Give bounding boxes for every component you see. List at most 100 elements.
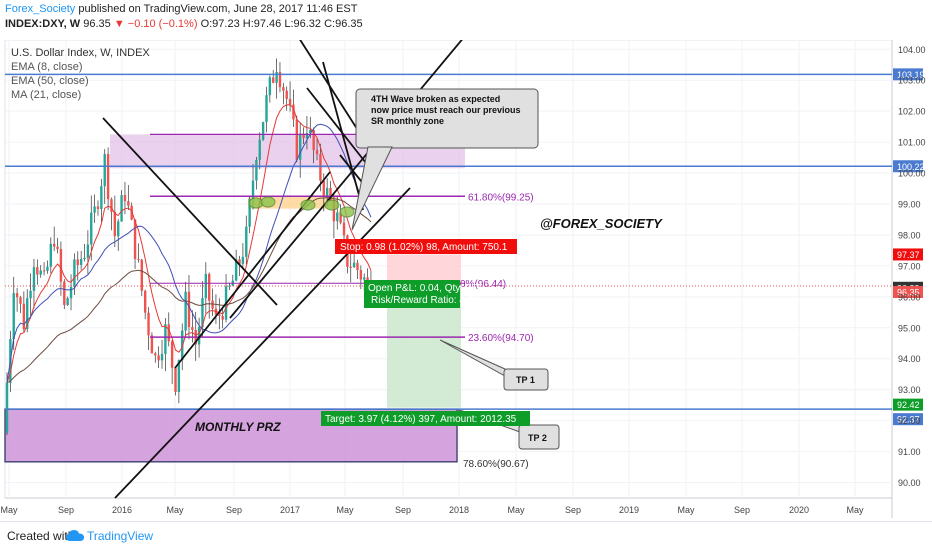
x-tick-label: Sep (226, 505, 242, 515)
price-chart[interactable]: 78.60%(101.25)61.80%(99.25)0%(96.44)23.6… (0, 0, 932, 518)
candle-body (147, 312, 150, 336)
candle-body (366, 277, 369, 280)
price-badge-label: 100.22 (897, 162, 925, 172)
candle-body (184, 291, 187, 331)
x-tick-label: May (336, 505, 354, 515)
candle-body (100, 186, 103, 210)
candle-body (76, 259, 79, 265)
tradingview-cloud-icon[interactable] (66, 529, 84, 548)
candle-body (167, 324, 170, 342)
price-badge-bg (893, 398, 923, 411)
candle-body (272, 77, 275, 83)
publish-header: Forex_Society published on TradingView.c… (0, 0, 932, 36)
candle-body (83, 257, 86, 260)
candle-body (228, 285, 231, 287)
stop-zone (387, 254, 461, 284)
candle-body (130, 205, 133, 220)
symbol-line: INDEX:DXY, W 96.35 ▼ −0.10 (−0.1%) O:97.… (5, 18, 363, 30)
candle-body (288, 99, 292, 105)
candle-body (29, 290, 32, 299)
candle-body (39, 270, 42, 275)
pnl-label: Open P&L: 0.04, Qty: 255 (368, 283, 483, 294)
candle-body (79, 259, 83, 265)
candle-body (46, 266, 49, 271)
y-tick-label: 99.00 (898, 200, 921, 210)
ema8-line (6, 104, 372, 383)
tradingview-brand[interactable]: TradingView (87, 529, 154, 543)
callout-pointer (351, 146, 393, 231)
target-label: Target: 3.97 (4.12%) 397, Amount: 2012.3… (325, 414, 517, 425)
candle-body (19, 297, 22, 304)
price-badge-bg (893, 413, 923, 426)
candle-body (319, 154, 322, 181)
price-badge-label: 92.42 (897, 400, 920, 410)
y-tick-label: 95.00 (898, 323, 921, 333)
published-text: published on TradingView.com, June 28, 2… (78, 3, 358, 15)
candle-body (140, 259, 143, 291)
candle-body (103, 154, 106, 187)
drawing-layer (5, 0, 892, 499)
candle-body (66, 298, 69, 305)
candle-body (268, 77, 272, 96)
x-tick-label: May (0, 505, 18, 515)
candle-body (197, 327, 201, 345)
candle-body (73, 259, 76, 287)
candle-body (349, 266, 352, 268)
candle-body (127, 201, 130, 206)
candle-body (120, 195, 123, 222)
tp2-label: TP 2 (528, 433, 547, 443)
price-badge-bg (893, 68, 923, 81)
stop-label: Stop: 0.98 (1.02%) 98, Amount: 750.1 (340, 242, 508, 253)
fib-label-786b: 78.60%(90.67) (463, 459, 529, 470)
candle-body (137, 258, 140, 260)
candle-body (356, 262, 359, 271)
candle-body (292, 104, 295, 120)
candle-body (275, 72, 278, 83)
candle-body (342, 222, 346, 236)
y-tick-label: 102.00 (898, 107, 926, 117)
pnl-label-bg (364, 280, 460, 308)
price-badge-bg (893, 248, 923, 261)
y-tick-label: 94.00 (898, 354, 921, 364)
symbol-name: INDEX:DXY, W (5, 18, 81, 30)
candle-body (164, 324, 167, 354)
chart-area[interactable]: 78.60%(101.25)61.80%(99.25)0%(96.44)23.6… (0, 0, 932, 518)
legend-ema8[interactable]: EMA (8, close) (11, 61, 83, 73)
candle-body (181, 330, 184, 361)
candle-body (157, 355, 160, 361)
x-tick-label: Sep (734, 505, 750, 515)
candle-body (160, 353, 164, 361)
watermark-text: @FOREX_SOCIETY (540, 216, 663, 231)
stop-label-bg (335, 239, 517, 254)
candle-body (133, 219, 137, 259)
tp1-label: TP 1 (516, 375, 535, 385)
legend-ema50[interactable]: EMA (50, close) (11, 75, 89, 87)
candle-body (93, 206, 96, 213)
candle-body (201, 298, 204, 328)
y-tick-label: 104.00 (898, 45, 926, 55)
wave-marker (300, 199, 316, 211)
candle-body (106, 154, 110, 200)
candle-body (26, 298, 29, 329)
ohlc-values: O:97.23 H:97.46 L:96.32 C:96.35 (200, 18, 363, 30)
price-badge-label: 103.19 (897, 70, 925, 80)
candle-body (322, 180, 325, 196)
footer: Created with TradingView (0, 521, 932, 551)
wave-marker (324, 199, 340, 211)
chart-legend: U.S. Dollar Index, W, INDEX EMA (8, clos… (11, 46, 150, 102)
candle-body (15, 293, 19, 298)
candle-body (329, 187, 332, 200)
candle-body (241, 256, 245, 264)
candle-body (285, 90, 288, 100)
candle-body (208, 273, 211, 301)
candle-body (352, 262, 356, 268)
legend-ma21[interactable]: MA (21, close) (11, 89, 82, 101)
y-tick-label: 97.00 (898, 261, 921, 271)
author-link[interactable]: Forex_Society (5, 3, 76, 15)
candle-body (211, 300, 214, 309)
created-with-text: Created with (7, 529, 75, 543)
candle-body (278, 72, 282, 88)
candle-body (154, 353, 157, 356)
candle-body (325, 187, 329, 196)
candle-body (123, 195, 127, 202)
